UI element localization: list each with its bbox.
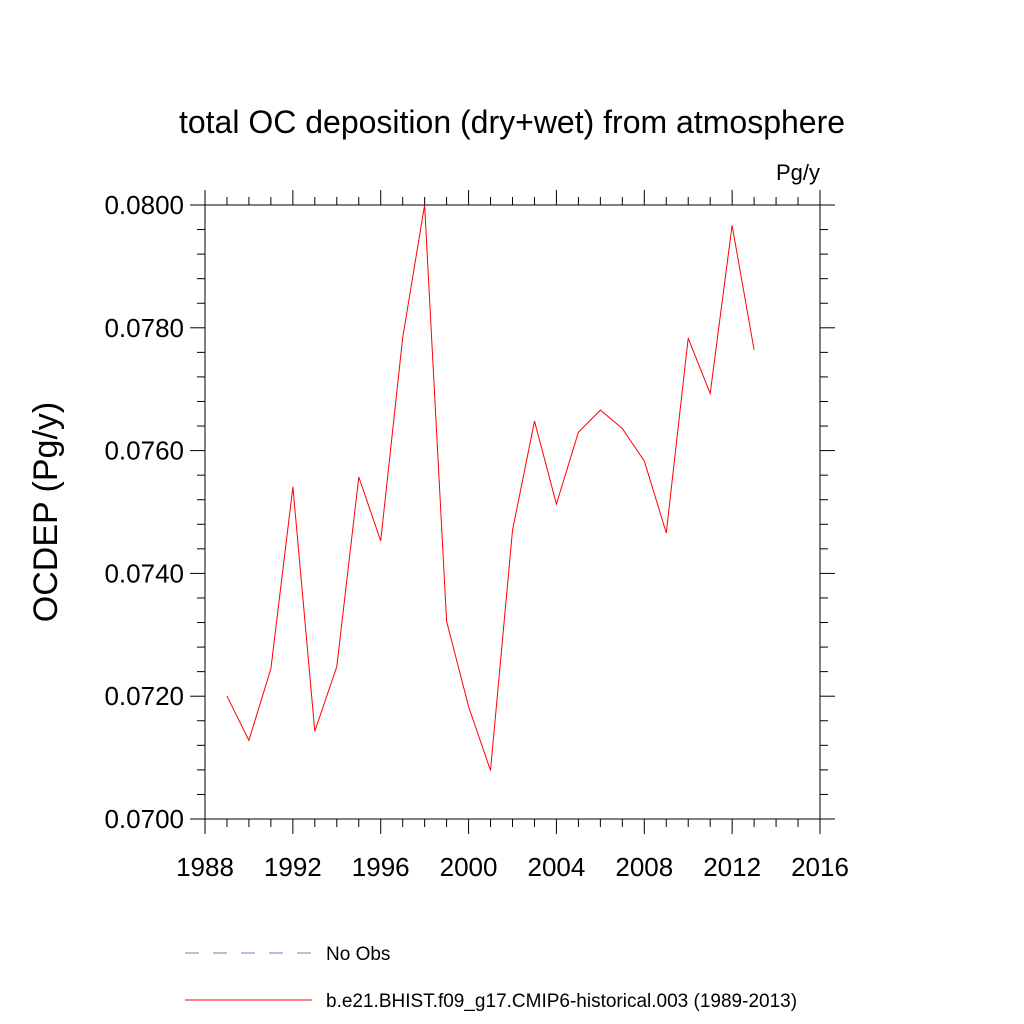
- legend-label-historical: b.e21.BHIST.f09_g17.CMIP6-historical.003…: [326, 991, 797, 1012]
- x-tick-label: 2008: [615, 852, 673, 882]
- y-tick-label: 0.0780: [104, 313, 184, 343]
- y-tick-label: 0.0760: [104, 436, 184, 466]
- series-layer: [226, 204, 755, 771]
- x-tick-label: 1988: [176, 852, 234, 882]
- x-tick-label: 2000: [440, 852, 498, 882]
- plot-frame: [204, 204, 821, 820]
- legend-label-no-obs: No Obs: [326, 944, 390, 965]
- y-tick-label: 0.0720: [104, 681, 184, 711]
- legend: No Obs b.e21.BHIST.f09_g17.CMIP6-histori…: [185, 944, 797, 1012]
- y-axis-ticks: 0.0700 0.0720 0.0740 0.0760 0.0780 0.0800: [104, 190, 835, 834]
- x-tick-label: 2012: [703, 852, 761, 882]
- y-tick-label: 0.0800: [104, 190, 184, 220]
- y-tick-label: 0.0740: [104, 558, 184, 588]
- y-tick-label: 0.0700: [104, 804, 184, 834]
- chart-title: total OC deposition (dry+wet) from atmos…: [179, 104, 845, 140]
- x-tick-label: 2016: [791, 852, 849, 882]
- series-line-0: [226, 204, 755, 771]
- x-tick-label: 1992: [264, 852, 322, 882]
- x-tick-label: 1996: [352, 852, 410, 882]
- x-axis-ticks: 1988 1992 1996 2000 2004 2008 2012 2016: [176, 190, 849, 882]
- units-label: Pg/y: [776, 160, 820, 185]
- x-tick-label: 2004: [528, 852, 586, 882]
- y-axis-label: OCDEP (Pg/y): [27, 402, 65, 622]
